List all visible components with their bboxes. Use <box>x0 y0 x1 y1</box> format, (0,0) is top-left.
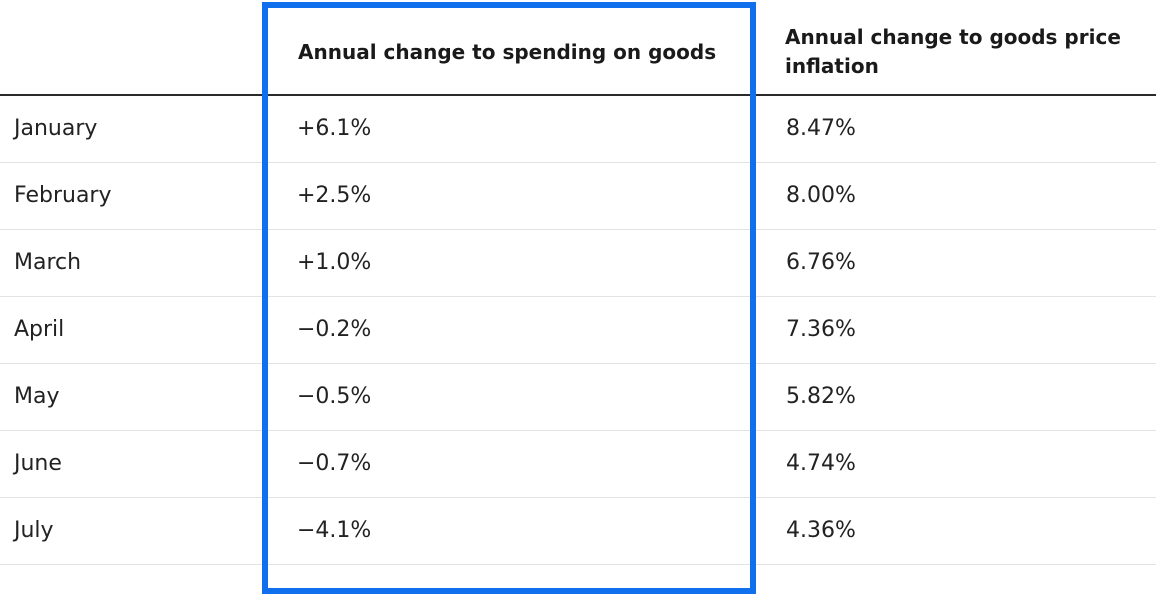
price-inflation-cell: 5.82% <box>786 384 856 409</box>
price-inflation-cell: 8.47% <box>786 116 856 141</box>
month-cell: July <box>14 518 54 543</box>
month-cell: June <box>14 451 62 476</box>
price-inflation-cell: 6.76% <box>786 250 856 275</box>
header-price-inflation: Annual change to goods price inflation <box>785 25 1121 78</box>
table-row: May −0.5% 5.82% <box>0 364 1156 431</box>
spending-change-cell: −0.2% <box>297 317 372 342</box>
month-cell: January <box>14 116 98 141</box>
table-header: Annual change to spending on goods Annua… <box>0 0 1156 96</box>
spending-change-cell: +1.0% <box>297 250 372 275</box>
spending-change-cell: −0.5% <box>297 384 372 409</box>
spending-change-cell: +6.1% <box>297 116 372 141</box>
table-row: June −0.7% 4.74% <box>0 431 1156 498</box>
table-row: January +6.1% 8.47% <box>0 96 1156 163</box>
table-row: February +2.5% 8.00% <box>0 163 1156 230</box>
price-inflation-cell: 4.36% <box>786 518 856 543</box>
spending-change-cell: +2.5% <box>297 183 372 208</box>
table-row: April −0.2% 7.36% <box>0 297 1156 364</box>
header-spending-change: Annual change to spending on goods <box>298 40 717 64</box>
month-cell: February <box>14 183 112 208</box>
month-cell: April <box>14 317 65 342</box>
price-inflation-cell: 4.74% <box>786 451 856 476</box>
spending-change-cell: −4.1% <box>297 518 372 543</box>
table-row: July −4.1% 4.36% <box>0 498 1156 565</box>
price-inflation-cell: 7.36% <box>786 317 856 342</box>
month-cell: March <box>14 250 82 275</box>
price-inflation-cell: 8.00% <box>786 183 856 208</box>
month-cell: May <box>14 384 60 409</box>
table-row: March +1.0% 6.76% <box>0 230 1156 297</box>
spending-change-cell: −0.7% <box>297 451 372 476</box>
